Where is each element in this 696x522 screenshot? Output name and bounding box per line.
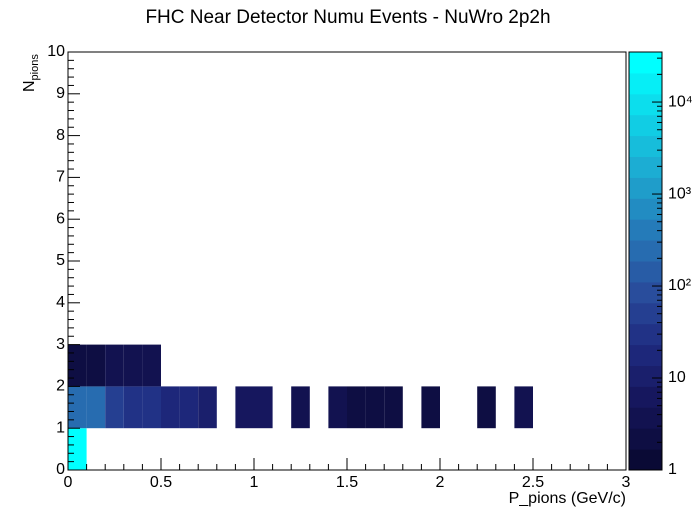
- y-tick-label: 2: [56, 378, 65, 395]
- heatmap-cell: [142, 344, 161, 387]
- x-tick-label: 1.5: [336, 474, 358, 491]
- colorbar-band: [629, 261, 662, 283]
- z-tick-label: 1: [668, 461, 677, 478]
- colorbar-band: [629, 281, 662, 304]
- y-tick-label: 10: [47, 43, 65, 60]
- heatmap-cell: [142, 386, 161, 429]
- colorbar-band: [629, 240, 662, 262]
- z-tick-label: 10³: [668, 185, 692, 202]
- heatmap-cell: [421, 386, 440, 429]
- y-tick-label: 1: [56, 419, 65, 436]
- heatmap-cell: [514, 386, 533, 429]
- y-axis-label-sub: pions: [29, 54, 41, 81]
- y-tick-label: 7: [56, 169, 65, 186]
- z-tick-label: 10: [668, 369, 686, 386]
- heatmap-cell: [123, 344, 143, 387]
- x-tick-label: 0.5: [150, 474, 172, 491]
- heatmap-cell: [198, 386, 217, 429]
- heatmap-cell: [161, 386, 180, 429]
- chart-title: FHC Near Detector Numu Events - NuWro 2p…: [145, 7, 550, 28]
- heatmap-cell: [347, 386, 366, 429]
- y-tick-label: 0: [56, 461, 65, 478]
- heatmap-cell: [105, 386, 124, 429]
- z-tick-label: 10⁴: [668, 93, 693, 110]
- heatmap-cell: [477, 386, 496, 429]
- y-tick-label: 5: [56, 252, 65, 269]
- y-tick-label: 9: [56, 85, 65, 102]
- y-axis-label: Npions: [21, 54, 41, 92]
- colorbar-band: [629, 386, 662, 408]
- x-tick-label: 3: [622, 474, 631, 491]
- colorbar-band: [629, 449, 662, 471]
- colorbar-band: [629, 407, 662, 429]
- heatmap-cell: [235, 386, 254, 429]
- heatmap-cell: [365, 386, 385, 429]
- x-tick-label: 0: [64, 474, 73, 491]
- y-tick-label: 6: [56, 210, 65, 227]
- x-tick-label: 1: [250, 474, 259, 491]
- heatmap-cell: [179, 386, 199, 429]
- heatmap-cell: [291, 386, 310, 429]
- heatmap-cell: [328, 386, 347, 429]
- colorbar-band: [629, 72, 662, 95]
- colorbar-band: [629, 344, 662, 366]
- heatmap-cell: [68, 428, 87, 470]
- heatmap-cell: [254, 386, 273, 429]
- colorbar-band: [629, 198, 662, 220]
- heatmap-cell: [68, 344, 87, 387]
- heatmap-cell: [86, 344, 106, 387]
- colorbar-band: [629, 135, 662, 157]
- colorbar-band: [629, 93, 662, 116]
- colorbar-band: [629, 428, 662, 450]
- heatmap-cell: [105, 344, 124, 387]
- z-tick-label: 10²: [668, 277, 692, 294]
- colorbar-band: [629, 52, 662, 74]
- x-tick-label: 2.5: [522, 474, 544, 491]
- colorbar-frame: [628, 51, 663, 471]
- y-tick-label: 8: [56, 127, 65, 144]
- heatmap-cell: [123, 386, 143, 429]
- x-tick-label: 2: [436, 474, 445, 491]
- colorbar-band: [629, 156, 662, 178]
- heatmap-cell: [68, 386, 87, 429]
- colorbar-band: [629, 302, 662, 325]
- colorbar-band: [629, 219, 662, 241]
- y-tick-label: 3: [56, 336, 65, 353]
- y-axis-label-main: N: [21, 80, 38, 92]
- y-tick-label: 4: [56, 294, 65, 311]
- colorbar-band: [629, 177, 662, 199]
- heatmap-cell: [384, 386, 403, 429]
- colorbar-band: [629, 114, 662, 137]
- x-axis-label: P_pions (GeV/c): [509, 490, 626, 507]
- colorbar-band: [629, 365, 662, 387]
- heatmap-cell: [86, 386, 106, 429]
- colorbar-band: [629, 323, 662, 346]
